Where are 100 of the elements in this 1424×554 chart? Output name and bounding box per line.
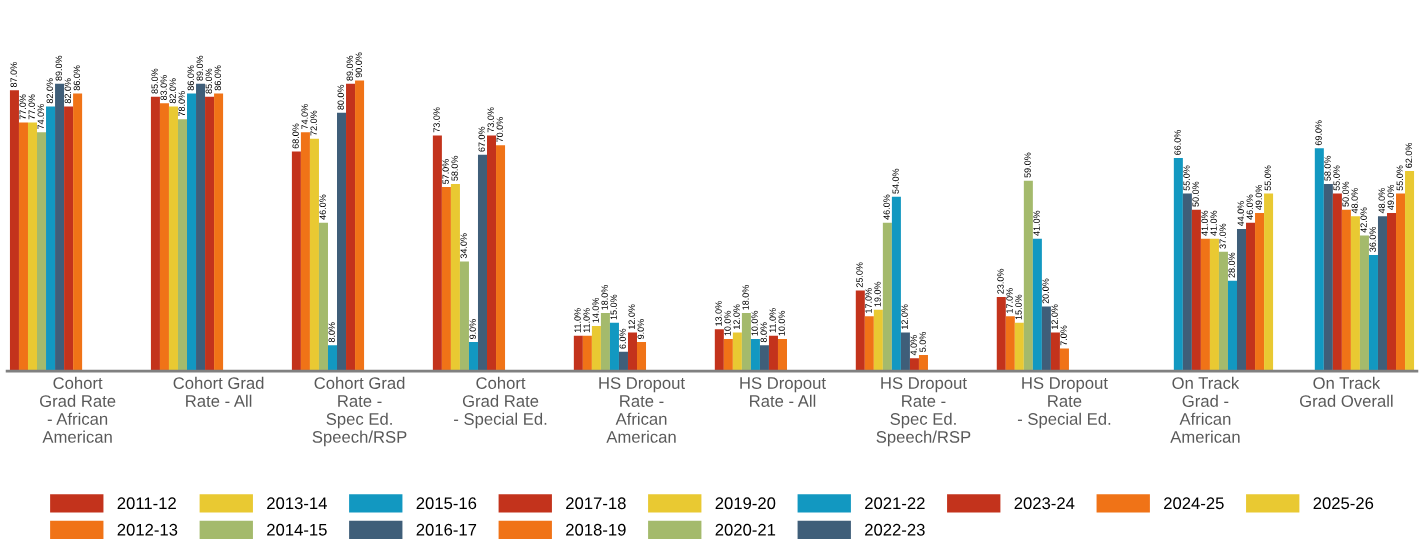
x-tick-label: HS Dropout Rate - All [740, 377, 826, 407]
data-label: 12.0% [1051, 304, 1058, 329]
data-label: 89.0% [196, 55, 203, 81]
data-label: 70.0% [496, 117, 503, 142]
bar [918, 355, 928, 372]
bar [1041, 306, 1051, 372]
bar [723, 338, 733, 372]
data-label: 55.0% [1183, 165, 1190, 191]
data-label: 87.0% [10, 62, 17, 88]
legend-label: 2020-21 [715, 523, 776, 536]
data-label: 82.0% [169, 78, 176, 104]
bar [18, 122, 28, 372]
data-label: 86.0% [187, 65, 194, 91]
bar [1396, 193, 1406, 372]
data-label: 80.0% [337, 84, 344, 110]
bar [300, 132, 310, 372]
bar [759, 345, 769, 372]
bar [1332, 193, 1342, 372]
bar [355, 80, 365, 372]
bar [1050, 332, 1060, 372]
data-label: 17.0% [1006, 288, 1013, 313]
data-label: 59.0% [1024, 152, 1031, 178]
bar [1191, 209, 1201, 372]
data-label: 82.0% [64, 78, 72, 104]
x-tick-label: Cohort Grad Rate - African American [40, 376, 116, 443]
bar [1182, 193, 1192, 372]
bar [1323, 183, 1333, 372]
data-label: 55.0% [1264, 165, 1271, 191]
x-tick-label: HS Dropout Rate - Special Ed. [1017, 377, 1111, 429]
bar [777, 338, 787, 372]
data-label: 15.0% [1015, 294, 1022, 320]
data-label: 49.0% [1387, 184, 1394, 210]
bar [637, 342, 647, 372]
bar [64, 106, 74, 372]
bar [891, 196, 901, 372]
legend-label: 2017-18 [566, 497, 626, 510]
legend-label: 2012-13 [117, 523, 178, 536]
bar [996, 296, 1006, 372]
bar [573, 335, 583, 372]
data-label: 69.0% [1315, 120, 1322, 146]
data-label: 20.0% [1042, 278, 1049, 304]
bar [900, 332, 910, 372]
bar [432, 135, 442, 372]
bar [159, 103, 169, 372]
data-label: 83.0% [160, 75, 167, 100]
data-label: 12.0% [901, 304, 908, 329]
data-label: 15.0% [610, 294, 617, 320]
data-label: 41.0% [1033, 210, 1040, 236]
bar [1209, 238, 1219, 372]
data-label: 89.0% [55, 55, 62, 81]
bar [477, 154, 487, 372]
data-label: 50.0% [1192, 181, 1199, 207]
data-label: 18.0% [742, 285, 749, 310]
bar [150, 96, 160, 372]
data-label: 41.0% [1201, 210, 1208, 236]
bar [882, 222, 892, 372]
bar [750, 338, 760, 372]
data-label: 11.0% [574, 308, 581, 333]
legend-label: 2023-24 [1014, 497, 1075, 510]
bar [1218, 251, 1228, 372]
bar [732, 332, 742, 372]
data-label: 73.0% [487, 107, 494, 133]
bar [873, 309, 883, 372]
legend-label: 2024-25 [1164, 497, 1224, 510]
data-label: 74.0% [301, 104, 308, 129]
bar [1359, 235, 1369, 372]
data-label: 34.0% [460, 233, 467, 259]
bar [582, 335, 592, 372]
bar [1005, 316, 1015, 372]
bar [768, 335, 778, 372]
x-tick-label: Cohort Grad Rate - Special Ed. [454, 376, 547, 429]
data-label: 46.0% [883, 194, 890, 220]
data-label: 23.0% [997, 268, 1004, 294]
bar [1255, 212, 1265, 372]
data-label: 67.0% [478, 126, 485, 152]
bar [27, 122, 38, 372]
data-label: 85.0% [151, 68, 158, 94]
x-tick-label: On Track Grad - African American [1170, 376, 1240, 443]
x-tick-label: HS Dropout Rate - African American [599, 377, 685, 443]
bar [450, 183, 460, 372]
data-label: 8.0% [328, 322, 335, 343]
data-label: 85.0% [205, 68, 212, 94]
bar [55, 83, 65, 372]
bar [1014, 322, 1024, 372]
data-label: 77.0% [28, 94, 35, 120]
bar [318, 222, 328, 372]
bar [591, 325, 601, 372]
bar [1236, 229, 1247, 372]
data-label: 82.0% [46, 78, 53, 104]
x-tick-label: HS Dropout Rate - Spec Ed. Speech/RSP [876, 377, 971, 447]
bar [73, 93, 83, 372]
data-label: 66.0% [1174, 130, 1181, 155]
bar [177, 119, 188, 372]
bar [1368, 254, 1378, 372]
bar [327, 345, 337, 372]
data-label: 7.0% [1060, 325, 1067, 346]
x-tick-label: Cohort Grad Rate - All [173, 376, 264, 407]
data-label: 11.0% [583, 308, 590, 333]
bar [309, 138, 319, 372]
bar [9, 90, 19, 372]
